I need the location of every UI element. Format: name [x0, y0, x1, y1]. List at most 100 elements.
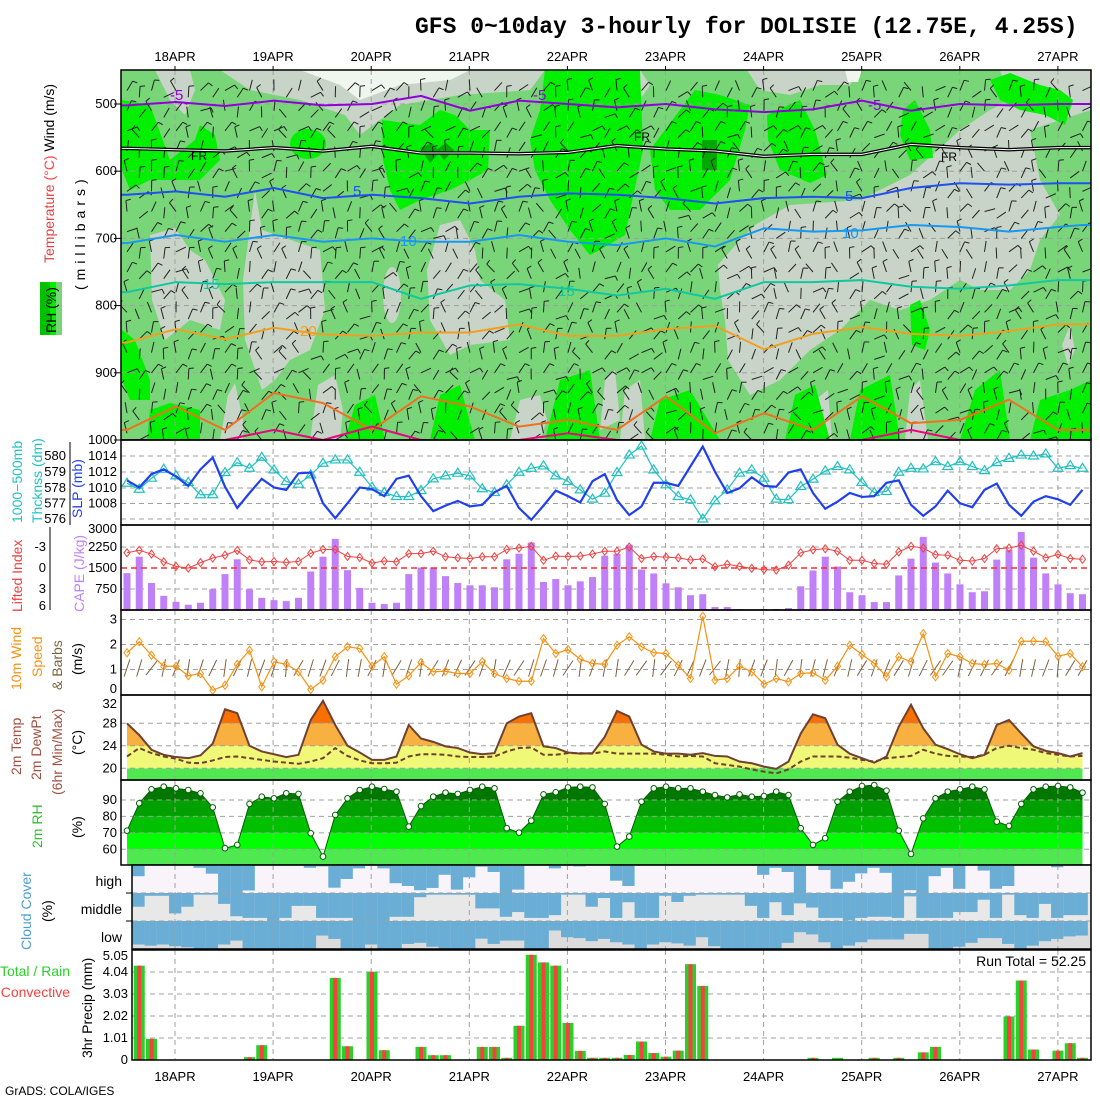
- wind-barb-feather: [624, 404, 630, 409]
- wind-barb-feather: [856, 258, 862, 263]
- wind-barb-feather: [124, 420, 130, 424]
- wind-speed-point: [429, 666, 437, 677]
- wind-barb: [163, 269, 171, 280]
- wind-barb-feather: [185, 124, 191, 128]
- thickness-slp-series: [121, 440, 1089, 523]
- precip-convective-bar: [602, 1057, 607, 1060]
- wind-barb: [745, 168, 753, 179]
- wind-barb-feather: [792, 160, 798, 163]
- wind-barb: [427, 248, 434, 259]
- wind-barb: [567, 423, 574, 434]
- wind-barb-feather: [246, 151, 251, 157]
- wind-barb-10m: [893, 660, 904, 676]
- wind-barb: [935, 381, 938, 394]
- thickness-point: [353, 466, 366, 476]
- label-wind-unit: (m/s): [69, 643, 85, 675]
- wind-barb-feather: [654, 286, 660, 289]
- wind-barb: [1057, 203, 1067, 212]
- wind-barb: [347, 165, 358, 172]
- wind-barb-feather: [162, 427, 168, 430]
- precip-convective-bar: [431, 1055, 436, 1060]
- wind-barb: [971, 350, 980, 360]
- wind-barb-feather: [577, 406, 583, 410]
- wind-barb-feather: [585, 167, 591, 171]
- wind-barb-feather: [375, 140, 381, 143]
- wind-barb: [270, 281, 275, 293]
- rh-point: [344, 795, 351, 802]
- wind-barb: [261, 287, 265, 299]
- cape-bar: [233, 559, 241, 610]
- wind-barb: [788, 240, 792, 252]
- li-point: [160, 557, 168, 567]
- wind-barb: [665, 200, 670, 212]
- wind-barb-feather: [590, 134, 594, 140]
- li-point: [380, 556, 388, 566]
- li-point: [564, 551, 572, 562]
- wind-barb-feather: [1093, 268, 1095, 272]
- wind-barb: [849, 211, 860, 219]
- wind-barb: [494, 121, 502, 132]
- wind-barb-feather: [956, 218, 962, 222]
- wind-barb-feather: [866, 79, 872, 82]
- wind-barb: [1028, 241, 1034, 253]
- wind-barb: [910, 422, 913, 434]
- rh-point: [638, 798, 645, 805]
- wind-barb: [604, 350, 612, 360]
- wind-barb-feather: [553, 389, 557, 395]
- wind-barb-feather: [157, 262, 163, 266]
- wind-speed-point: [956, 651, 964, 662]
- wind-barb-feather: [335, 367, 341, 370]
- cloud-middle-bar: [1063, 893, 1076, 916]
- wind-barb-feather: [158, 363, 163, 367]
- cape-bar: [907, 558, 915, 610]
- wind-barb: [440, 302, 446, 313]
- wind-barb: [310, 128, 318, 138]
- wind-barb: [604, 371, 613, 380]
- wind-barb-feather: [401, 342, 407, 345]
- wind-barb: [1038, 168, 1047, 179]
- wind-barb-feather: [345, 420, 351, 423]
- rh-grey-patch: [718, 70, 1091, 395]
- wind-barb: [824, 288, 829, 300]
- wind-barb-feather: [761, 293, 765, 299]
- temp-band-below-20: [127, 768, 1083, 780]
- wind-barb: [236, 267, 240, 279]
- wind-barb: [984, 240, 987, 252]
- cloud-low-bar: [793, 921, 807, 933]
- wind-barb: [506, 428, 509, 440]
- rh-point: [576, 783, 584, 791]
- wind-barb: [673, 429, 679, 440]
- wind-barb: [187, 348, 193, 360]
- wind-barb: [298, 305, 308, 313]
- cloud-low-bar: [928, 921, 941, 949]
- wind-barb: [1008, 244, 1019, 253]
- wind-barb-feather: [849, 246, 855, 249]
- cape-bar: [589, 577, 596, 610]
- rh-point: [613, 843, 621, 850]
- wind-barb: [224, 121, 233, 132]
- wind-barb-feather: [820, 324, 826, 329]
- cape-bar: [331, 538, 339, 610]
- wind-barb: [1008, 307, 1020, 313]
- wind-barb: [161, 429, 165, 440]
- wind-barb: [1069, 228, 1075, 239]
- wind-barb-feather: [186, 268, 190, 274]
- wind-barb-feather: [344, 354, 349, 359]
- wind-barb: [922, 349, 929, 360]
- precip-convective-bar: [480, 1046, 485, 1060]
- wind-barb: [249, 260, 251, 273]
- thickness-point: [672, 490, 685, 501]
- wind-barb: [347, 82, 356, 91]
- thickness-point: [745, 463, 758, 474]
- wind-barb-feather: [380, 204, 385, 209]
- wind-barb: [579, 391, 589, 401]
- grid: [126, 865, 1091, 949]
- wind-barb-10m: [258, 659, 266, 677]
- wind-barb: [977, 162, 985, 172]
- precip-convective-bar: [541, 962, 546, 1060]
- wind-barb: [224, 181, 230, 192]
- wind-barb-feather: [633, 420, 638, 426]
- wind-barb-feather: [897, 205, 904, 208]
- cloud-low-bar: [156, 921, 170, 945]
- wind-barb: [916, 390, 924, 400]
